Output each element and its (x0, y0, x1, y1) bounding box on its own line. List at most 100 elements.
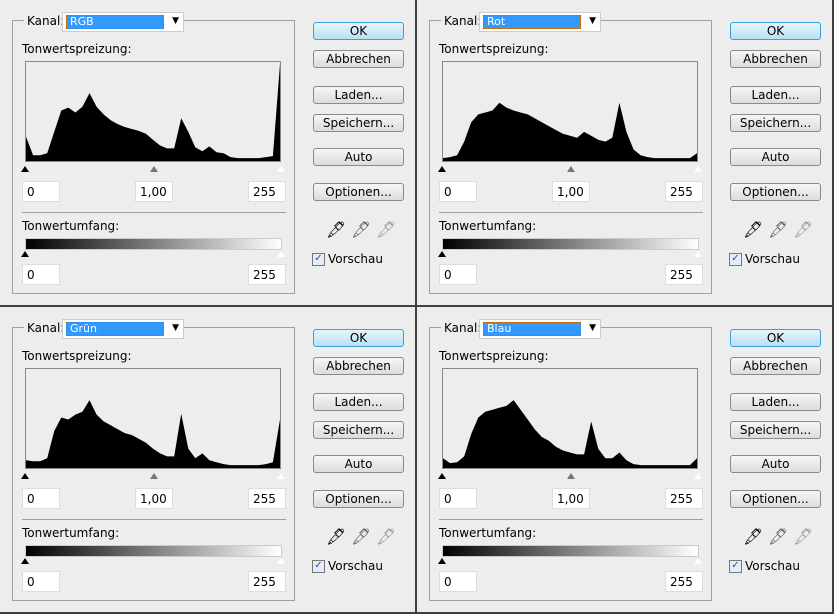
preview-checkbox[interactable]: ✓ (312, 253, 325, 266)
output-gradient (442, 238, 699, 250)
load-button[interactable]: Laden... (313, 393, 404, 411)
output-levels-label: Tonwertumfang: (439, 526, 537, 540)
divider (439, 519, 703, 520)
auto-button[interactable]: Auto (730, 455, 821, 473)
channel-select[interactable]: RGB ▼ (62, 12, 184, 32)
histogram-area (26, 64, 280, 161)
input-white-field[interactable]: 255 (248, 488, 286, 509)
white-point-slider[interactable] (277, 166, 285, 172)
black-point-slider[interactable] (438, 473, 446, 479)
cancel-button[interactable]: Abbrechen (730, 50, 821, 68)
channel-select[interactable]: Blau ▼ (479, 319, 601, 339)
black-eyedropper-icon[interactable]: 🖋 (326, 220, 347, 239)
black-point-slider[interactable] (438, 166, 446, 172)
white-eyedropper-icon[interactable]: 🖋 (793, 527, 814, 546)
preview-checkbox[interactable]: ✓ (312, 560, 325, 573)
histogram-graph (26, 64, 280, 161)
output-black-field[interactable]: 0 (22, 264, 60, 285)
input-black-field[interactable]: 0 (22, 181, 60, 202)
options-button[interactable]: Optionen... (313, 183, 404, 201)
output-white-field[interactable]: 255 (248, 571, 286, 592)
input-black-field[interactable]: 0 (22, 488, 60, 509)
output-black-field[interactable]: 0 (439, 264, 477, 285)
cancel-button[interactable]: Abbrechen (730, 357, 821, 375)
output-gradient (442, 545, 699, 557)
white-eyedropper-icon[interactable]: 🖋 (793, 220, 814, 239)
output-white-field[interactable]: 255 (665, 264, 703, 285)
input-black-field[interactable]: 0 (439, 488, 477, 509)
channel-value: Grün (66, 322, 164, 336)
output-levels-label: Tonwertumfang: (22, 526, 120, 540)
input-white-field[interactable]: 255 (665, 488, 703, 509)
options-button[interactable]: Optionen... (730, 183, 821, 201)
ok-button[interactable]: OK (730, 329, 821, 347)
ok-button[interactable]: OK (730, 22, 821, 40)
output-gradient (25, 238, 282, 250)
black-eyedropper-icon[interactable]: 🖋 (743, 527, 764, 546)
gamma-slider[interactable] (567, 473, 575, 479)
output-white-field[interactable]: 255 (248, 264, 286, 285)
channel-select[interactable]: Rot ▼ (479, 12, 601, 32)
white-eyedropper-icon[interactable]: 🖋 (376, 527, 397, 546)
histogram-graph (443, 400, 697, 468)
save-button[interactable]: Speichern... (730, 421, 821, 439)
cancel-button[interactable]: Abbrechen (313, 50, 404, 68)
white-point-slider[interactable] (694, 473, 702, 479)
save-button[interactable]: Speichern... (730, 114, 821, 132)
gray-eyedropper-icon[interactable]: 🖋 (768, 527, 789, 546)
input-white-field[interactable]: 255 (665, 181, 703, 202)
options-button[interactable]: Optionen... (313, 490, 404, 508)
auto-button[interactable]: Auto (313, 148, 404, 166)
preview-checkbox[interactable]: ✓ (729, 253, 742, 266)
output-white-slider[interactable] (694, 558, 702, 564)
output-black-field[interactable]: 0 (22, 571, 60, 592)
output-black-slider[interactable] (21, 558, 29, 564)
gray-eyedropper-icon[interactable]: 🖋 (768, 220, 789, 239)
output-black-slider[interactable] (438, 558, 446, 564)
channel-select[interactable]: Grün ▼ (62, 319, 184, 339)
gray-eyedropper-icon[interactable]: 🖋 (351, 220, 372, 239)
gamma-slider[interactable] (150, 473, 158, 479)
white-point-slider[interactable] (694, 166, 702, 172)
gamma-slider[interactable] (150, 166, 158, 172)
save-button[interactable]: Speichern... (313, 114, 404, 132)
white-point-slider[interactable] (277, 473, 285, 479)
black-point-slider[interactable] (21, 166, 29, 172)
input-gamma-field[interactable]: 1,00 (552, 181, 590, 202)
channel-label: Kanal: (441, 321, 485, 335)
auto-button[interactable]: Auto (730, 148, 821, 166)
save-button[interactable]: Speichern... (313, 421, 404, 439)
load-button[interactable]: Laden... (313, 86, 404, 104)
white-eyedropper-icon[interactable]: 🖋 (376, 220, 397, 239)
auto-button[interactable]: Auto (313, 455, 404, 473)
options-button[interactable]: Optionen... (730, 490, 821, 508)
channel-label: Kanal: (441, 14, 485, 28)
load-button[interactable]: Laden... (730, 86, 821, 104)
input-gamma-field[interactable]: 1,00 (135, 488, 173, 509)
output-black-slider[interactable] (21, 251, 29, 257)
output-white-field[interactable]: 255 (665, 571, 703, 592)
cancel-button[interactable]: Abbrechen (313, 357, 404, 375)
channel-label: Kanal: (24, 14, 68, 28)
output-black-field[interactable]: 0 (439, 571, 477, 592)
output-white-slider[interactable] (277, 251, 285, 257)
input-gamma-field[interactable]: 1,00 (552, 488, 590, 509)
channel-value: Blau (483, 322, 581, 336)
input-black-field[interactable]: 0 (439, 181, 477, 202)
gray-eyedropper-icon[interactable]: 🖋 (351, 527, 372, 546)
input-white-field[interactable]: 255 (248, 181, 286, 202)
gamma-slider[interactable] (567, 166, 575, 172)
black-point-slider[interactable] (21, 473, 29, 479)
black-eyedropper-icon[interactable]: 🖋 (743, 220, 764, 239)
preview-checkbox[interactable]: ✓ (729, 560, 742, 573)
load-button[interactable]: Laden... (730, 393, 821, 411)
output-black-slider[interactable] (438, 251, 446, 257)
input-gamma-field[interactable]: 1,00 (135, 181, 173, 202)
ok-button[interactable]: OK (313, 22, 404, 40)
chevron-down-icon: ▼ (172, 323, 179, 333)
black-eyedropper-icon[interactable]: 🖋 (326, 527, 347, 546)
output-levels-label: Tonwertumfang: (439, 219, 537, 233)
output-white-slider[interactable] (277, 558, 285, 564)
output-white-slider[interactable] (694, 251, 702, 257)
ok-button[interactable]: OK (313, 329, 404, 347)
